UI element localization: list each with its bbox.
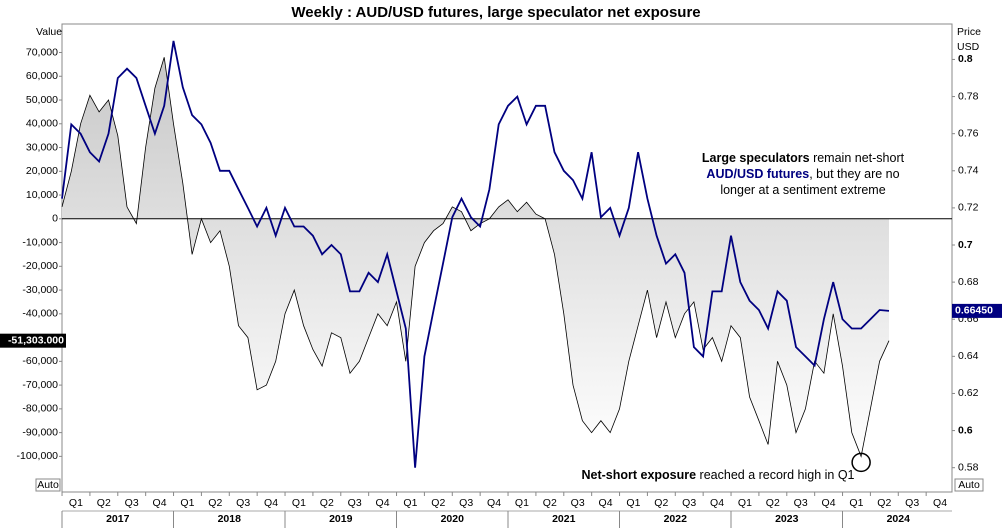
x-tick-label: Q3 <box>571 497 585 509</box>
y2-tick-label: 0.58 <box>958 461 979 473</box>
annotation-text: Large speculators <box>702 151 810 165</box>
y2-tick-label: 0.6 <box>958 424 973 436</box>
x-tick-label: Q4 <box>822 497 836 509</box>
last-value-box <box>0 333 66 348</box>
y-tick-label: 50,000 <box>26 94 58 106</box>
y2-tick-label: 0.62 <box>958 387 979 399</box>
x-tick-label: Q1 <box>292 497 306 509</box>
plot <box>61 40 952 468</box>
annotation: Large speculators remain net-short <box>702 151 905 165</box>
y2-tick-label: 0.76 <box>958 127 979 139</box>
y2-tick-label: 0.64 <box>958 350 979 362</box>
x-group-label: 2017 <box>106 513 130 525</box>
scale-mode[interactable]: Auto <box>958 479 980 491</box>
x-group-label: 2024 <box>887 513 911 525</box>
area <box>62 57 889 457</box>
annotation-text: longer at a sentiment extreme <box>720 183 885 197</box>
y-tick-label: -60,000 <box>22 355 58 367</box>
x-tick-label: Q4 <box>264 497 278 509</box>
y-tick-label: 70,000 <box>26 46 58 58</box>
y-tick-label: -40,000 <box>22 308 58 320</box>
last-value-box <box>952 303 1002 318</box>
x-tick-label: Q2 <box>320 497 334 509</box>
x-tick-label: Q4 <box>376 497 390 509</box>
x-tick-label: Q1 <box>626 497 640 509</box>
x-tick-label: Q1 <box>180 497 194 509</box>
x-tick-label: Q3 <box>459 497 473 509</box>
y-tick-label: -20,000 <box>22 260 58 272</box>
x-tick-label: Q4 <box>487 497 501 509</box>
line <box>61 57 890 458</box>
last-value-label: -51,303.000 <box>8 334 64 346</box>
annotation-text: , but they are no <box>809 167 899 181</box>
y2-axis-label: Price <box>957 26 981 38</box>
x-tick-label: Q2 <box>97 497 111 509</box>
x-tick-label: Q3 <box>794 497 808 509</box>
y2-tick-label: 0.78 <box>958 90 979 102</box>
y-tick-label: -90,000 <box>22 426 58 438</box>
y-tick-label: -30,000 <box>22 284 58 296</box>
plot-frame <box>61 23 953 493</box>
x-tick-label: Q3 <box>682 497 696 509</box>
y2-tick-label: 0.74 <box>958 165 979 177</box>
scale-mode[interactable]: Auto <box>37 479 59 491</box>
y2-tick-label: 0.7 <box>958 239 973 251</box>
x-tick-label: Q2 <box>208 497 222 509</box>
y-axis-label: Value <box>36 26 62 38</box>
x-group-label: 2018 <box>218 513 242 525</box>
x-tick-label: Q2 <box>766 497 780 509</box>
y-tick-label: 20,000 <box>26 165 58 177</box>
x-group-label: 2019 <box>329 513 353 525</box>
y2-tick-label: 0.68 <box>958 276 979 288</box>
annotation-text: remain net-short <box>810 151 905 165</box>
x-tick-label: Q1 <box>849 497 863 509</box>
y2-axis-label: USD <box>957 41 980 53</box>
y-tick-label: -100,000 <box>17 450 59 462</box>
x-tick-label: Q4 <box>933 497 947 509</box>
y-tick-label: -80,000 <box>22 403 58 415</box>
annotation: longer at a sentiment extreme <box>720 183 885 197</box>
scale-mode-box[interactable] <box>35 478 61 492</box>
line <box>61 40 890 468</box>
x-tick-label: Q1 <box>738 497 752 509</box>
y-tick-label: 30,000 <box>26 141 58 153</box>
x-tick-label: Q2 <box>431 497 445 509</box>
x-tick-label: Q3 <box>236 497 250 509</box>
annotation-text: Net-short exposure <box>581 468 696 482</box>
x-group-label: 2021 <box>552 513 576 525</box>
x-group-label: 2023 <box>775 513 799 525</box>
y-tick-label: -70,000 <box>22 379 58 391</box>
x-tick-label: Q4 <box>153 497 167 509</box>
y-tick-label: -10,000 <box>22 236 58 248</box>
annotation: Net-short exposure reached a record high… <box>581 468 854 482</box>
y2-tick-label: 0.8 <box>958 53 973 65</box>
x-tick-label: Q1 <box>515 497 529 509</box>
y-tick-label: 10,000 <box>26 189 58 201</box>
last-value-label: 0.66450 <box>955 305 993 317</box>
x-tick-label: Q2 <box>543 497 557 509</box>
y-tick-label: 0 <box>52 213 58 225</box>
x-tick-label: Q2 <box>877 497 891 509</box>
y-tick-label: 40,000 <box>26 118 58 130</box>
x-tick-label: Q1 <box>69 497 83 509</box>
x-tick-label: Q2 <box>654 497 668 509</box>
scale-mode-box[interactable] <box>954 478 984 492</box>
annotation-text: AUD/USD futures <box>706 167 809 181</box>
annotation: AUD/USD futures, but they are no <box>706 167 899 181</box>
x-group-label: 2022 <box>664 513 688 525</box>
y-tick-label: 60,000 <box>26 70 58 82</box>
highlight-circle <box>851 452 871 473</box>
y2-tick-label: 0.72 <box>958 202 979 214</box>
x-tick-label: Q4 <box>710 497 724 509</box>
x-tick-label: Q3 <box>905 497 919 509</box>
x-tick-label: Q3 <box>348 497 362 509</box>
x-tick-label: Q1 <box>403 497 417 509</box>
x-tick-label: Q3 <box>125 497 139 509</box>
annotation-text: reached a record high in Q1 <box>696 468 854 482</box>
x-tick-label: Q4 <box>599 497 613 509</box>
chart-title: Weekly : AUD/USD futures, large speculat… <box>291 4 700 21</box>
x-group-label: 2020 <box>441 513 465 525</box>
